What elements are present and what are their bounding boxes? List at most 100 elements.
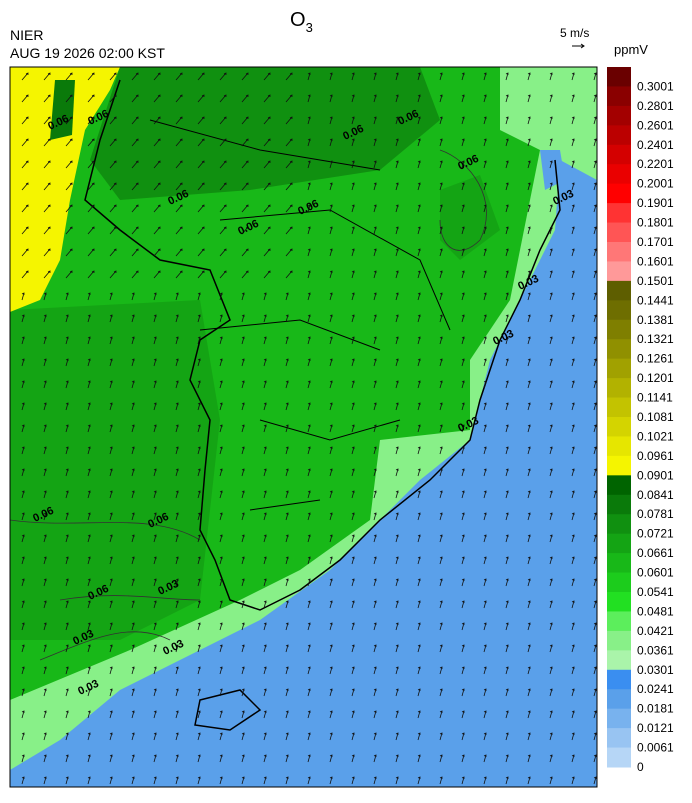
wind-arrow (43, 226, 51, 235)
wind-arrow (87, 600, 91, 609)
province-boundary (149, 119, 451, 511)
colorbar-label: 0.0661 (637, 546, 674, 560)
wind-arrow (285, 754, 289, 763)
wind-arrow (439, 72, 443, 81)
wind-arrow (109, 292, 113, 301)
wind-arrow (109, 732, 113, 741)
wind-arrow (593, 468, 597, 477)
wind-arrow (21, 94, 29, 103)
wind-arrow (461, 556, 465, 565)
wind-arrow (329, 424, 333, 433)
wind-arrow (351, 160, 355, 169)
wind-arrow (21, 512, 25, 521)
wind-arrow (329, 204, 333, 213)
wind-arrow (241, 534, 245, 543)
wind-arrow (395, 754, 399, 763)
wind-arrow (87, 622, 91, 631)
wind-arrow (483, 446, 487, 455)
wind-arrow (549, 160, 553, 169)
wind-arrow (505, 72, 509, 81)
wind-arrow (43, 358, 47, 367)
wind-arrow (197, 424, 201, 433)
wind-arrow (549, 226, 553, 235)
wind-arrow (373, 556, 377, 565)
wind-arrow (373, 336, 377, 345)
wind-arrow (219, 336, 223, 345)
wind-arrow (241, 248, 249, 257)
wind-arrow (109, 94, 117, 103)
wind-arrow (197, 380, 201, 389)
wind-arrow (197, 490, 201, 499)
wind-arrow (285, 710, 289, 719)
wind-arrow (571, 72, 575, 81)
wind-arrow (87, 512, 91, 521)
wind-arrow (373, 534, 377, 543)
wind-arrow (87, 94, 95, 103)
wind-arrow (153, 754, 157, 763)
wind-arrow (417, 292, 421, 301)
wind-arrow (21, 182, 29, 191)
wind-arrow (461, 622, 465, 631)
wind-arrow (285, 116, 293, 125)
wind-arrow (527, 94, 531, 103)
wind-arrow (571, 380, 575, 389)
wind-arrow (241, 270, 249, 279)
wind-arrow (65, 138, 73, 147)
wind-arrow (307, 226, 311, 235)
wind-arrow (571, 248, 575, 257)
colorbar-label: 0.1441 (637, 293, 674, 307)
colorbar-swatch (607, 319, 631, 340)
colorbar-swatch (607, 650, 631, 671)
wind-arrow (505, 446, 509, 455)
wind-arrow (329, 72, 333, 81)
wind-arrow (329, 490, 333, 499)
wind-arrow (175, 72, 183, 81)
wind-arrow (505, 468, 509, 477)
wind-arrow (263, 468, 267, 477)
wind-arrow (351, 292, 355, 301)
wind-arrow (505, 204, 509, 213)
wind-arrow (87, 688, 91, 697)
wind-arrow (153, 534, 157, 543)
colorbar-label: 0.0061 (637, 741, 674, 755)
wind-arrow (461, 336, 465, 345)
wind-arrow (65, 116, 73, 125)
wind-arrow (417, 314, 421, 323)
wind-arrow (505, 732, 509, 741)
wind-arrow (593, 380, 597, 389)
wind-arrow (483, 160, 487, 169)
colorbar-swatch (607, 280, 631, 301)
wind-arrow (417, 116, 421, 125)
wind-arrow (263, 710, 267, 719)
wind-arrow (21, 534, 25, 543)
wind-arrow (439, 556, 443, 565)
wind-arrow (21, 622, 25, 631)
wind-arrow (197, 292, 201, 301)
wind-arrow (21, 688, 25, 697)
colorbar-swatch (607, 144, 631, 165)
wind-arrow (571, 94, 575, 103)
wind-arrow (65, 424, 69, 433)
wind-arrow (131, 710, 135, 719)
colorbar-label: 0.0961 (637, 449, 674, 463)
wind-arrow (593, 622, 597, 631)
wind-arrow (109, 72, 117, 81)
wind-arrow (571, 490, 575, 499)
wind-arrow (373, 380, 377, 389)
wind-arrow (153, 314, 157, 323)
colorbar-label: 0.1081 (637, 410, 674, 424)
wind-arrow (43, 270, 51, 279)
wind-arrow (219, 776, 223, 785)
wind-arrow (329, 776, 333, 785)
wind-arrow (527, 270, 531, 279)
wind-arrow (527, 446, 531, 455)
wind-arrow (197, 644, 201, 653)
wind-arrow (307, 270, 311, 279)
wind-arrow (153, 468, 157, 477)
wind-arrow (329, 556, 333, 565)
wind-arrow (461, 776, 465, 785)
wind-arrow (65, 776, 69, 785)
datetime: AUG 19 2026 02:00 KST (10, 45, 165, 61)
wind-arrow (131, 666, 135, 675)
wind-arrow (153, 160, 161, 169)
